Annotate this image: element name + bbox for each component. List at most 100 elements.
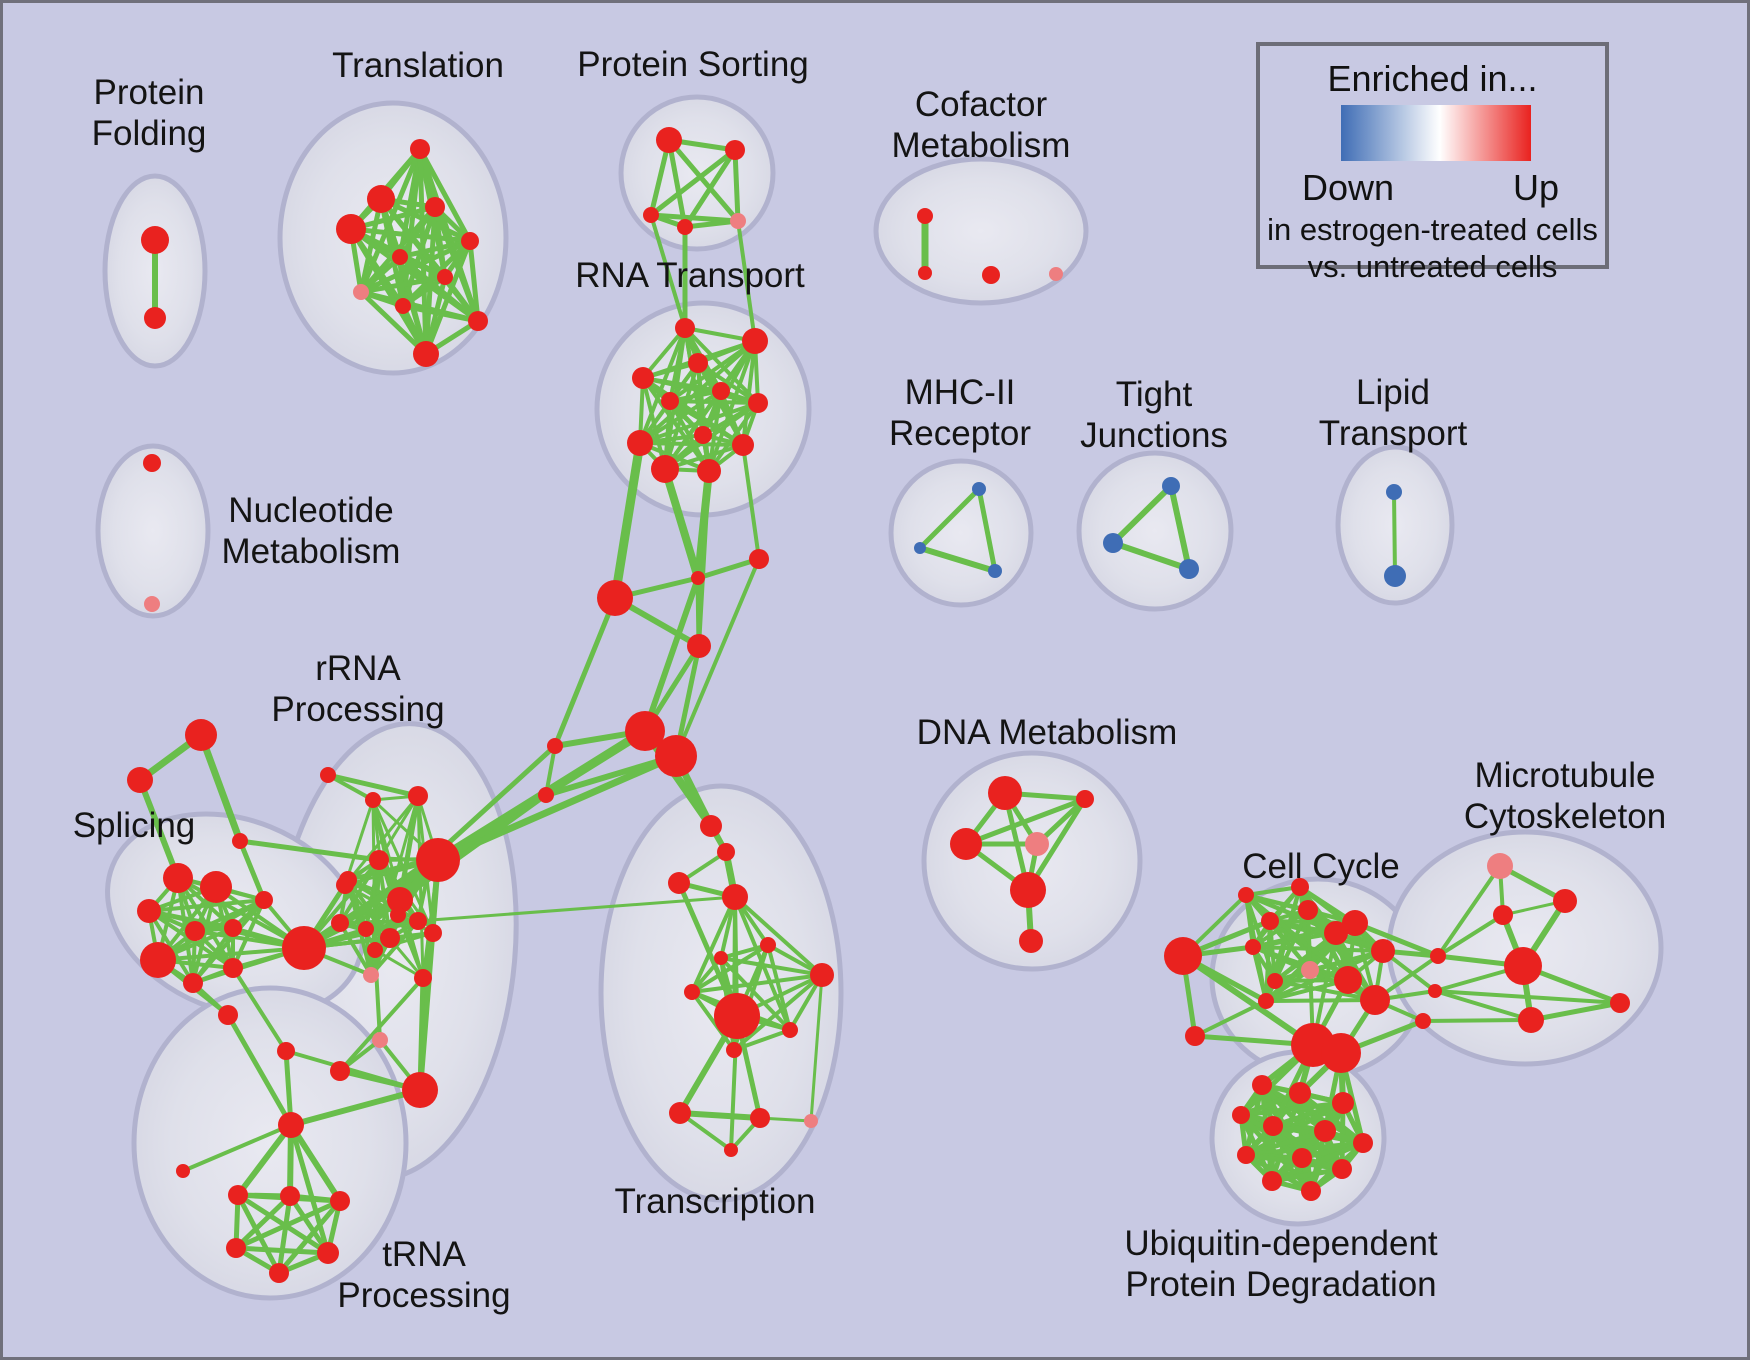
network-node-TR14[interactable] bbox=[804, 1114, 818, 1128]
network-node-TJ2[interactable] bbox=[1103, 533, 1123, 553]
network-node-RT8[interactable] bbox=[627, 430, 653, 456]
network-edge-TH3-TH7[interactable] bbox=[276, 1193, 293, 1276]
network-node-S1[interactable] bbox=[163, 863, 193, 893]
network-node-RT5[interactable] bbox=[661, 392, 679, 410]
network-edge-CC9-MJ1[interactable] bbox=[1352, 920, 1441, 959]
network-edge-TR6-TR8[interactable] bbox=[719, 956, 824, 977]
network-node-R12[interactable] bbox=[402, 1072, 438, 1108]
network-node-TJ3[interactable] bbox=[1179, 559, 1199, 579]
network-node-C5[interactable] bbox=[625, 711, 665, 751]
network-edge-S3-S4[interactable] bbox=[147, 898, 266, 913]
network-node-C2[interactable] bbox=[691, 571, 705, 585]
network-edge-T8-T11[interactable] bbox=[358, 289, 429, 357]
network-node-PF2[interactable] bbox=[144, 307, 166, 329]
network-node-TH5[interactable] bbox=[226, 1238, 246, 1258]
network-node-J3[interactable] bbox=[538, 787, 554, 803]
network-node-M1[interactable] bbox=[972, 482, 986, 496]
network-node-TH2[interactable] bbox=[228, 1185, 248, 1205]
network-node-C6[interactable] bbox=[655, 735, 697, 777]
network-edge-RT4-RT7[interactable] bbox=[696, 361, 760, 405]
network-edge-R13-R10[interactable] bbox=[338, 976, 425, 1073]
network-edge-C3-C6[interactable] bbox=[674, 557, 761, 758]
network-node-U4[interactable] bbox=[1232, 1106, 1250, 1124]
network-edge-MT5-MT6[interactable] bbox=[1528, 1000, 1623, 1023]
network-node-CC9[interactable] bbox=[1342, 910, 1368, 936]
network-edge-PS5-RT2[interactable] bbox=[736, 219, 757, 343]
network-node-RT10[interactable] bbox=[732, 434, 754, 456]
network-edge-R14-R12[interactable] bbox=[284, 1049, 422, 1092]
network-edge-TH5-TH6[interactable] bbox=[233, 1245, 331, 1256]
network-edge-MJ3-MT5[interactable] bbox=[1421, 1018, 1533, 1023]
network-edge-C2-C5[interactable] bbox=[642, 575, 701, 734]
network-edge-S5-R5[interactable] bbox=[300, 856, 442, 952]
network-edge-TH2-TH7[interactable] bbox=[235, 1192, 282, 1276]
network-node-RT3[interactable] bbox=[632, 367, 654, 389]
network-node-R11[interactable] bbox=[372, 1032, 388, 1048]
network-node-J2b[interactable] bbox=[547, 738, 563, 754]
network-node-N2[interactable] bbox=[144, 596, 160, 612]
network-node-T6[interactable] bbox=[392, 249, 408, 265]
network-node-T11[interactable] bbox=[413, 341, 439, 367]
network-node-C1[interactable] bbox=[597, 580, 633, 616]
network-node-T2[interactable] bbox=[367, 185, 395, 213]
network-edge-PS1-PS4[interactable] bbox=[666, 137, 688, 230]
network-node-MJ1[interactable] bbox=[1430, 948, 1446, 964]
network-node-U9[interactable] bbox=[1292, 1148, 1312, 1168]
network-node-U10[interactable] bbox=[1332, 1159, 1352, 1179]
network-edge-CC10-CC15[interactable] bbox=[1244, 893, 1385, 953]
network-edge-T1-T5[interactable] bbox=[417, 146, 473, 244]
network-node-TR3[interactable] bbox=[668, 872, 690, 894]
network-node-CC4[interactable] bbox=[1298, 900, 1318, 920]
network-node-T3[interactable] bbox=[425, 197, 445, 217]
network-node-PS5[interactable] bbox=[730, 213, 746, 229]
network-node-TR7[interactable] bbox=[684, 984, 700, 1000]
network-node-S15[interactable] bbox=[358, 921, 374, 937]
network-node-CC7[interactable] bbox=[1258, 993, 1274, 1009]
network-node-TH0[interactable] bbox=[176, 1164, 190, 1178]
network-node-T10[interactable] bbox=[468, 311, 488, 331]
network-node-CC6[interactable] bbox=[1301, 961, 1319, 979]
network-node-U8[interactable] bbox=[1237, 1146, 1255, 1164]
network-edge-S3-S9[interactable] bbox=[147, 909, 195, 985]
network-node-R1[interactable] bbox=[320, 767, 336, 783]
network-edge-PS2-PS3[interactable] bbox=[648, 147, 738, 218]
network-edge-RT3-RT12[interactable] bbox=[641, 376, 711, 473]
network-node-TR15[interactable] bbox=[724, 1143, 738, 1157]
network-node-C4[interactable] bbox=[687, 634, 711, 658]
network-node-PS4[interactable] bbox=[677, 219, 693, 235]
network-edge-TH1-TH6[interactable] bbox=[288, 1122, 331, 1256]
network-edge-TR8-TR11[interactable] bbox=[732, 973, 824, 1052]
network-edge-RT6-RT8[interactable] bbox=[638, 389, 723, 445]
network-node-R10[interactable] bbox=[414, 969, 432, 987]
network-node-D6[interactable] bbox=[1019, 929, 1043, 953]
network-edge-J2b-J3[interactable] bbox=[544, 744, 557, 797]
network-edge-M1-M2[interactable] bbox=[917, 486, 982, 551]
network-edge-TH2-TH6[interactable] bbox=[235, 1192, 331, 1256]
network-node-U1[interactable] bbox=[1252, 1075, 1272, 1095]
network-edge-X3-S12[interactable] bbox=[237, 838, 382, 863]
network-node-S13[interactable] bbox=[387, 887, 413, 913]
network-edge-RT7-RT8[interactable] bbox=[638, 401, 760, 445]
network-node-X1[interactable] bbox=[185, 719, 217, 751]
network-node-U5[interactable] bbox=[1263, 1116, 1283, 1136]
network-node-TR6[interactable] bbox=[714, 951, 728, 965]
network-edge-T4-T5[interactable] bbox=[348, 226, 473, 244]
network-edge-R12-TH1[interactable] bbox=[288, 1087, 423, 1128]
network-node-S4[interactable] bbox=[255, 891, 273, 909]
network-edge-RT7-RT12[interactable] bbox=[707, 401, 760, 473]
network-node-CF4[interactable] bbox=[1049, 267, 1063, 281]
network-node-PS2[interactable] bbox=[725, 140, 745, 160]
network-node-S16[interactable] bbox=[380, 928, 400, 948]
network-edge-R10-R12[interactable] bbox=[417, 975, 426, 1093]
network-edge-T5-T10[interactable] bbox=[467, 238, 481, 324]
network-node-L1[interactable] bbox=[1386, 484, 1402, 500]
network-node-TH3[interactable] bbox=[280, 1186, 300, 1206]
network-node-S3[interactable] bbox=[137, 899, 161, 923]
network-node-CC16[interactable] bbox=[1291, 878, 1309, 896]
network-node-N1[interactable] bbox=[143, 454, 161, 472]
network-node-X2[interactable] bbox=[127, 767, 153, 793]
network-edge-J2b-S19[interactable] bbox=[428, 743, 558, 862]
network-edge-T6-T10[interactable] bbox=[397, 254, 481, 324]
network-edge-TJ2-TJ3[interactable] bbox=[1110, 540, 1192, 572]
network-node-MJ2[interactable] bbox=[1428, 984, 1442, 998]
